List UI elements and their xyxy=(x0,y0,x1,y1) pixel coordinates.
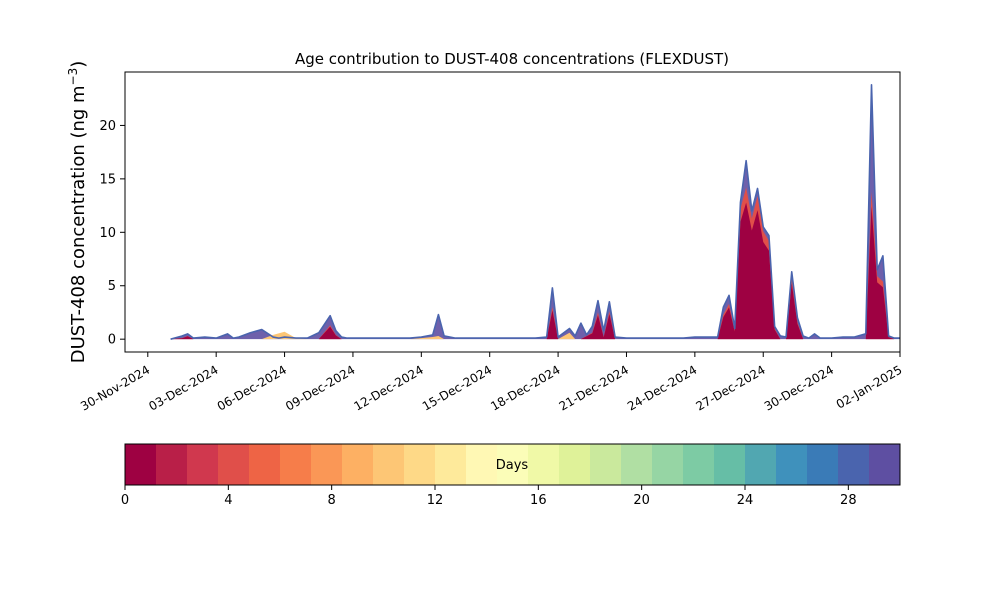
y-tick-label: 15 xyxy=(99,172,116,187)
colorbar-swatch xyxy=(466,444,498,485)
x-tick-label: 12-Dec-2024 xyxy=(352,363,426,414)
x-tick-label: 09-Dec-2024 xyxy=(283,363,357,414)
chart-title: Age contribution to DUST-408 concentrati… xyxy=(295,50,729,68)
colorbar-tick-label: 12 xyxy=(427,493,444,508)
colorbar-swatch xyxy=(528,444,560,485)
colorbar-frame xyxy=(124,443,901,486)
y-tick-label: 20 xyxy=(99,119,116,134)
colorbar-tick-label: 20 xyxy=(633,493,650,508)
series-age-area xyxy=(170,202,895,340)
colorbar-swatch xyxy=(249,444,281,485)
colorbar-tick-label: 24 xyxy=(737,493,754,508)
colorbar-tick-label: 4 xyxy=(224,493,232,508)
colorbar-swatch xyxy=(342,444,374,485)
colorbar-tick-label: 28 xyxy=(840,493,857,508)
x-tick-label: 15-Dec-2024 xyxy=(420,363,494,414)
y-axis-label: DUST-408 concentration (ng m−3) xyxy=(66,61,89,364)
x-axis: 30-Nov-202403-Dec-202406-Dec-202409-Dec-… xyxy=(78,352,905,414)
colorbar-swatch xyxy=(652,444,684,485)
x-tick-label: 27-Dec-2024 xyxy=(693,363,767,414)
y-tick-label: 0 xyxy=(108,333,116,348)
colorbar-swatch xyxy=(373,444,405,485)
colorbar-tick-label: 8 xyxy=(328,493,336,508)
colorbar-swatch xyxy=(404,444,436,485)
colorbar-label: Days xyxy=(496,458,529,473)
x-tick-label: 30-Nov-2024 xyxy=(78,363,152,414)
x-tick-label: 03-Dec-2024 xyxy=(146,363,220,414)
colorbar-swatch xyxy=(807,444,839,485)
colorbar-swatch xyxy=(621,444,653,485)
colorbar-swatch xyxy=(869,444,901,485)
colorbar: 0 4 8 12 16 20 24 28 xyxy=(121,443,901,508)
y-axis-label-close: ) xyxy=(68,61,89,68)
colorbar-swatch xyxy=(776,444,808,485)
x-tick-label: 18-Dec-2024 xyxy=(488,363,562,414)
colorbar-swatch xyxy=(218,444,250,485)
colorbar-swatch xyxy=(497,444,529,485)
x-tick-label: 21-Dec-2024 xyxy=(557,363,631,414)
x-tick-label: 24-Dec-2024 xyxy=(625,363,699,414)
colorbar-swatch xyxy=(125,444,157,485)
colorbar-tick-label: 16 xyxy=(530,493,547,508)
colorbar-swatch xyxy=(187,444,219,485)
y-tick-label: 10 xyxy=(99,226,116,241)
colorbar-swatch xyxy=(280,444,312,485)
colorbar-swatch xyxy=(745,444,777,485)
y-axis-label-text: DUST-408 concentration (ng m xyxy=(68,85,89,363)
colorbar-swatch xyxy=(838,444,870,485)
x-tick-label: 06-Dec-2024 xyxy=(215,363,289,414)
colorbar-swatch xyxy=(683,444,715,485)
x-tick-label: 02-Jan-2025 xyxy=(834,363,905,412)
colorbar-swatch xyxy=(590,444,622,485)
colorbar-swatch xyxy=(156,444,188,485)
x-tick-label: 30-Dec-2024 xyxy=(762,363,836,414)
plot-area xyxy=(170,84,900,340)
colorbar-tick-label: 0 xyxy=(121,493,129,508)
series-mid-area xyxy=(170,187,895,340)
y-axis-label-exponent: −3 xyxy=(66,68,80,86)
y-axis: 0 5 10 15 20 xyxy=(99,119,125,348)
plot-frame xyxy=(124,71,901,353)
series-total-line xyxy=(170,84,900,340)
colorbar-swatch xyxy=(311,444,343,485)
colorbar-swatch xyxy=(714,444,746,485)
y-tick-label: 5 xyxy=(108,279,116,294)
colorbar-swatch xyxy=(435,444,467,485)
colorbar-swatch xyxy=(559,444,591,485)
